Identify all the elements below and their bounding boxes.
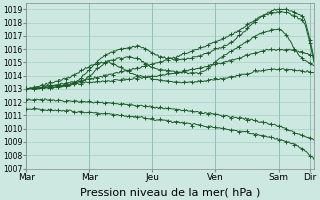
X-axis label: Pression niveau de la mer( hPa ): Pression niveau de la mer( hPa ) [80, 187, 260, 197]
